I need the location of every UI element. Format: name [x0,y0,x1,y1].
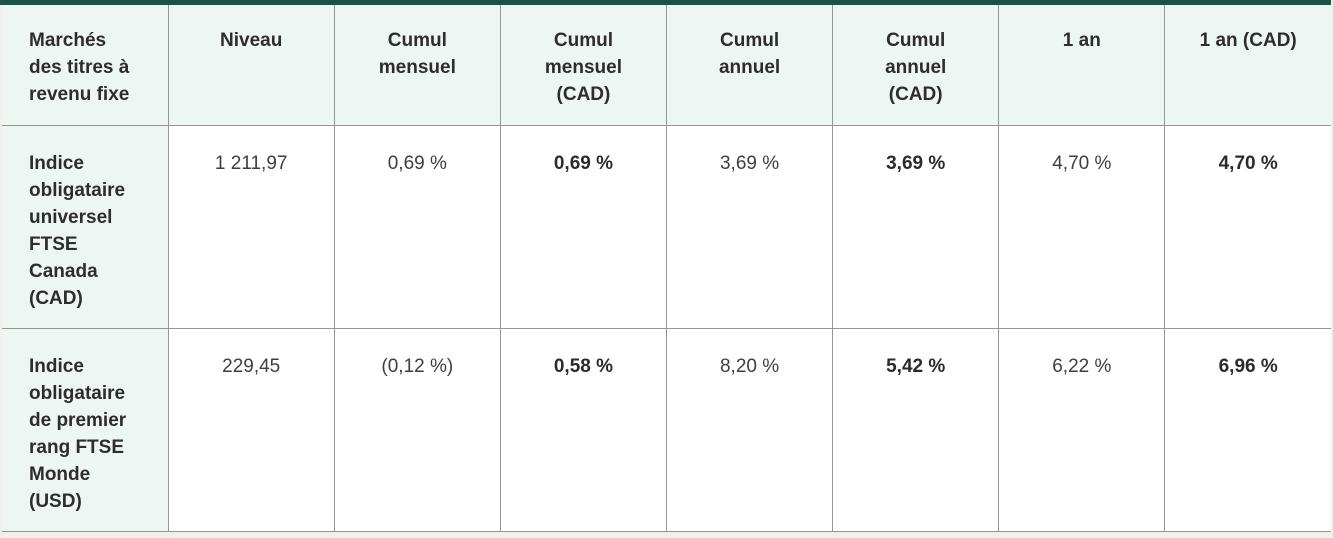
row-label-indice-ftse-monde: Indice obligataire de premier rang FTSE … [2,328,169,532]
table-top-accent-bar [0,0,1331,5]
data-cell-1-an-cad: 4,70 % [1164,125,1331,329]
data-cell-niveau: 1 211,97 [167,125,335,329]
header-cell-niveau: Niveau [167,5,335,126]
header-cell-cumul-mensuel: Cumul mensuel [333,5,501,126]
header-cell-1-an: 1 an [998,5,1165,126]
data-cell-cumul-mensuel-cad: 0,69 % [499,125,667,329]
data-cell-cumul-mensuel: 0,69 % [333,125,501,329]
data-cell-cumul-annuel: 8,20 % [665,328,833,532]
data-cell-1-an: 6,22 % [998,328,1165,532]
row-label-indice-ftse-canada: Indice obligataire universel FTSE Canada… [2,125,169,329]
data-cell-1-an-cad: 6,96 % [1164,328,1331,532]
fixed-income-markets-table: Marchés des titres à revenu fixe Niveau … [2,5,1331,532]
table-row-ftse-canada: Indice obligataire universel FTSE Canada… [2,125,1331,329]
header-row: Marchés des titres à revenu fixe Niveau … [2,5,1331,126]
data-cell-1-an: 4,70 % [998,125,1165,329]
header-cell-cumul-annuel-cad: Cumul annuel (CAD) [832,5,999,126]
table-row-ftse-monde: Indice obligataire de premier rang FTSE … [2,328,1331,532]
data-cell-cumul-annuel-cad: 3,69 % [832,125,999,329]
data-cell-cumul-mensuel: (0,12 %) [333,328,501,532]
data-cell-cumul-annuel-cad: 5,42 % [832,328,999,532]
header-cell-cumul-mensuel-cad: Cumul mensuel (CAD) [499,5,667,126]
data-cell-niveau: 229,45 [167,328,335,532]
header-cell-cumul-annuel: Cumul annuel [665,5,833,126]
header-cell-marches-titres-revenu-fixe: Marchés des titres à revenu fixe [2,5,169,126]
header-cell-1-an-cad: 1 an (CAD) [1164,5,1331,126]
data-cell-cumul-annuel: 3,69 % [665,125,833,329]
data-cell-cumul-mensuel-cad: 0,58 % [499,328,667,532]
